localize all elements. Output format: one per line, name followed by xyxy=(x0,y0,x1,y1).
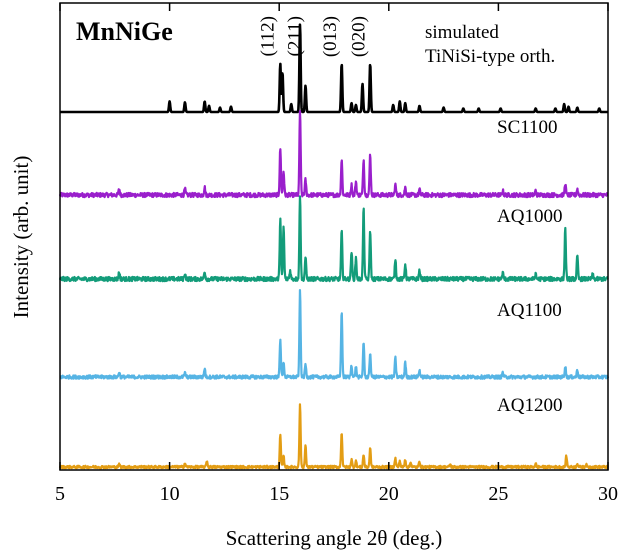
series-label-aq1100: AQ1100 xyxy=(497,300,562,321)
x-axis-title: Scattering angle 2θ (deg.) xyxy=(226,526,442,550)
peak-labels: (112) (211) (013) (020) xyxy=(258,16,370,57)
series-line-simulated-tinisi-type-orth- xyxy=(59,23,609,114)
plot-title: MnNiGe xyxy=(76,17,173,46)
x-tick-label-15: 15 xyxy=(269,483,289,505)
series-line-aq1100 xyxy=(59,288,610,380)
peak-label-211: (211) xyxy=(285,16,306,56)
series-labels: SC1100 AQ1000 AQ1100 AQ1200 xyxy=(497,117,562,416)
series-label-sc1100: SC1100 xyxy=(497,117,558,138)
sim-note-line2: TiNiSi-type orth. xyxy=(425,46,555,67)
x-tick-label-10: 10 xyxy=(160,483,180,505)
series-label-aq1000: AQ1000 xyxy=(497,206,562,227)
plot-frame xyxy=(59,2,609,471)
peak-label-013: (013) xyxy=(320,16,341,57)
series-line-aq1000 xyxy=(58,195,609,283)
series-line-sc1100 xyxy=(58,110,609,199)
sim-note-line1: simulated xyxy=(425,22,499,43)
x-axis-ticks: 5 10 15 20 25 30 xyxy=(55,3,618,505)
series-label-aq1200: AQ1200 xyxy=(497,395,562,416)
series-line-aq1200 xyxy=(58,403,609,470)
traces-group xyxy=(58,23,610,470)
x-tick-label-30: 30 xyxy=(598,483,618,505)
x-tick-label-5: 5 xyxy=(55,483,65,505)
x-tick-label-25: 25 xyxy=(488,483,508,505)
x-tick-label-20: 20 xyxy=(379,483,399,505)
y-axis-title: Intensity (arb. unit) xyxy=(9,156,33,319)
peak-label-020: (020) xyxy=(348,16,369,57)
peak-label-112: (112) xyxy=(258,16,279,56)
